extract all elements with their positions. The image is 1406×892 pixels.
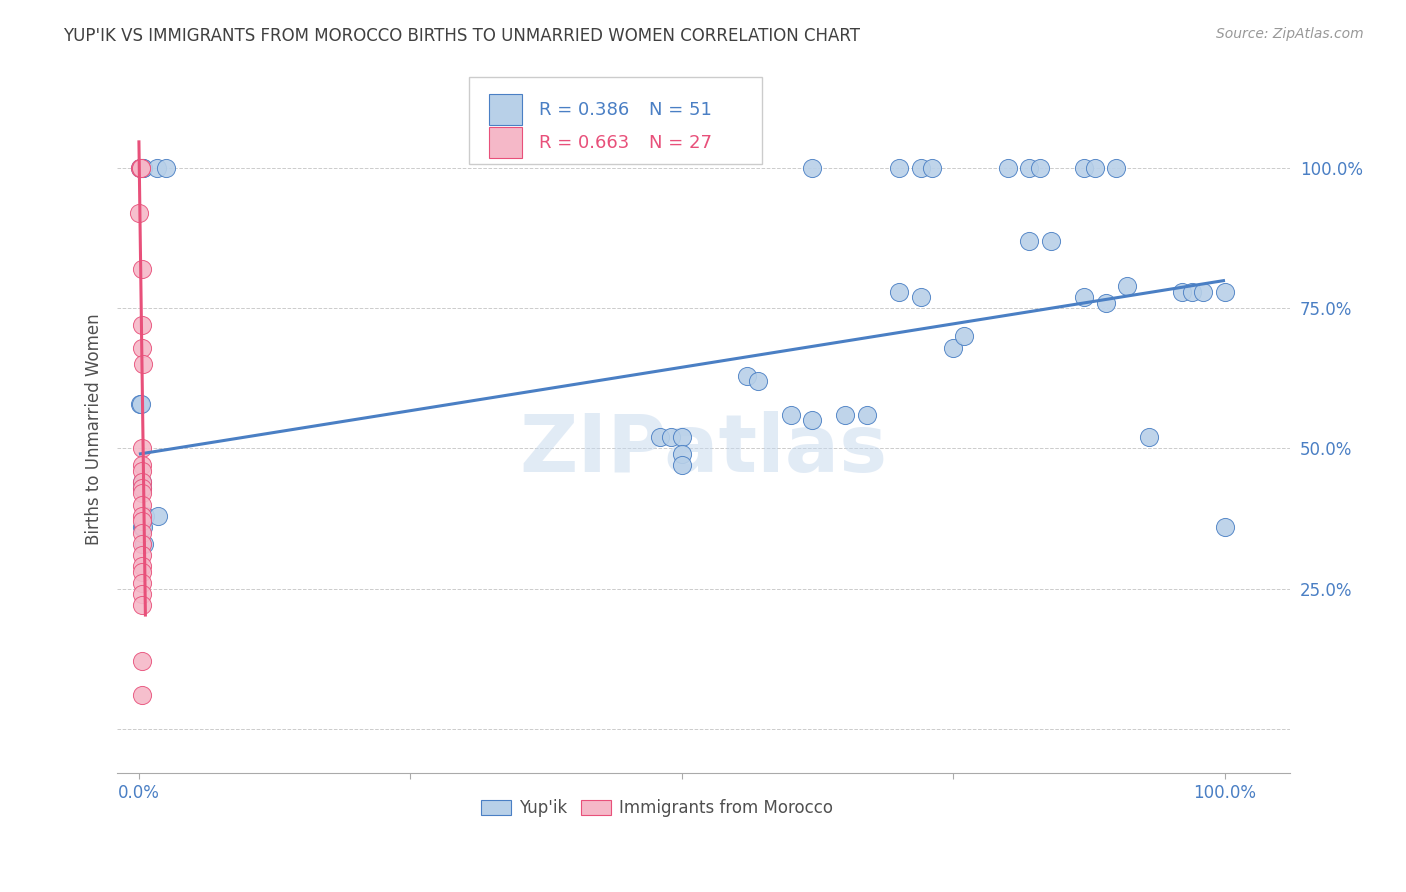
Point — [131, 565, 153, 579]
Point — [131, 514, 153, 528]
Point — [1137, 430, 1160, 444]
Text: ZIPatlas: ZIPatlas — [520, 410, 887, 489]
Point — [131, 576, 153, 591]
Point — [132, 161, 155, 176]
Point — [129, 397, 152, 411]
Point — [1094, 295, 1116, 310]
Point — [889, 285, 911, 299]
Text: R = 0.386: R = 0.386 — [540, 101, 630, 119]
Point — [910, 290, 932, 304]
Point — [131, 161, 153, 176]
Point — [131, 525, 153, 540]
Point — [132, 358, 155, 372]
Point — [1213, 285, 1236, 299]
Point — [148, 508, 170, 523]
Point — [1073, 290, 1095, 304]
Point — [1040, 234, 1063, 248]
Point — [1192, 285, 1215, 299]
Point — [671, 430, 693, 444]
Point — [747, 374, 769, 388]
Point — [131, 537, 153, 551]
Point — [129, 161, 152, 176]
Point — [659, 430, 682, 444]
Point — [146, 161, 169, 176]
Point — [132, 161, 155, 176]
Text: YUP'IK VS IMMIGRANTS FROM MOROCCO BIRTHS TO UNMARRIED WOMEN CORRELATION CHART: YUP'IK VS IMMIGRANTS FROM MOROCCO BIRTHS… — [63, 27, 860, 45]
Point — [131, 498, 153, 512]
Point — [671, 447, 693, 461]
Point — [129, 161, 152, 176]
Point — [953, 329, 976, 343]
Point — [1018, 161, 1040, 176]
Point — [131, 341, 153, 355]
Point — [131, 464, 153, 478]
Text: N = 51: N = 51 — [650, 101, 713, 119]
Point — [1018, 234, 1040, 248]
Point — [131, 688, 153, 702]
Bar — [489, 95, 522, 125]
Point — [134, 537, 156, 551]
Point — [131, 481, 153, 495]
Point — [801, 413, 824, 427]
Point — [131, 486, 153, 500]
Text: N = 27: N = 27 — [650, 134, 713, 152]
Point — [131, 458, 153, 473]
Point — [131, 481, 153, 495]
Point — [131, 520, 153, 534]
Point — [889, 161, 911, 176]
Point — [131, 548, 153, 562]
Legend: Yup'ik, Immigrants from Morocco: Yup'ik, Immigrants from Morocco — [474, 792, 839, 823]
Point — [131, 318, 153, 333]
Point — [131, 442, 153, 456]
Point — [650, 430, 672, 444]
Point — [801, 161, 824, 176]
Point — [134, 508, 156, 523]
Point — [910, 161, 932, 176]
Bar — [489, 128, 522, 159]
Point — [1116, 279, 1139, 293]
Point — [131, 654, 153, 668]
Point — [131, 475, 153, 489]
Point — [132, 520, 155, 534]
Point — [131, 559, 153, 574]
Point — [155, 161, 177, 176]
Text: R = 0.663: R = 0.663 — [540, 134, 630, 152]
Point — [128, 206, 150, 220]
Point — [942, 341, 965, 355]
Point — [1029, 161, 1052, 176]
Point — [1105, 161, 1128, 176]
Point — [671, 458, 693, 473]
Point — [1073, 161, 1095, 176]
Point — [131, 508, 153, 523]
FancyBboxPatch shape — [470, 78, 762, 163]
Point — [1213, 520, 1236, 534]
Point — [129, 161, 152, 176]
Point — [131, 262, 153, 277]
Point — [129, 161, 152, 176]
Point — [921, 161, 943, 176]
Point — [779, 408, 801, 422]
Point — [1181, 285, 1204, 299]
Point — [131, 599, 153, 613]
Text: Source: ZipAtlas.com: Source: ZipAtlas.com — [1216, 27, 1364, 41]
Point — [834, 408, 856, 422]
Y-axis label: Births to Unmarried Women: Births to Unmarried Women — [86, 313, 103, 545]
Point — [997, 161, 1019, 176]
Point — [131, 587, 153, 601]
Point — [131, 475, 153, 489]
Point — [1084, 161, 1107, 176]
Point — [1170, 285, 1192, 299]
Point — [129, 397, 152, 411]
Point — [735, 368, 758, 383]
Point — [855, 408, 877, 422]
